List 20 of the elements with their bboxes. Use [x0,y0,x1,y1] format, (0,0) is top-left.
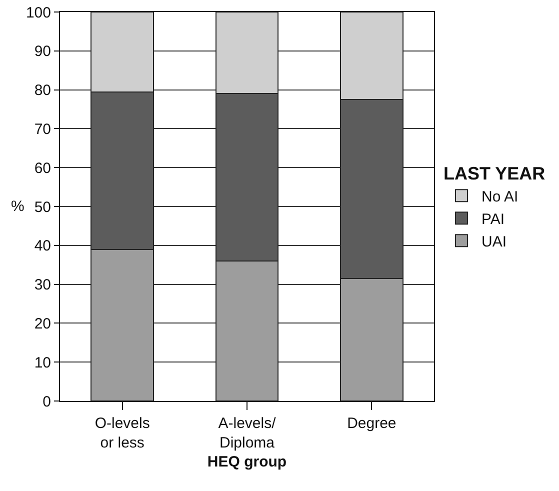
x-tick-label: A-levels/ Diploma [218,415,277,452]
y-tick-label: 50 [34,198,51,216]
y-tick-label: 40 [34,238,51,255]
y-tick-label: 70 [34,120,51,138]
y-tick-label: 90 [34,43,51,60]
legend-label: PAI [481,211,505,228]
legend-title: LAST YEAR [443,163,546,184]
y-tick-label: 100 [26,4,51,22]
y-tick-label: 20 [34,315,51,332]
y-tick-label: 80 [34,82,51,100]
x-tick-label: O-levels or less [94,415,150,452]
y-axis-title: % [11,198,24,215]
y-tick-label: 0 [42,393,51,410]
legend-label: UAI [481,234,506,250]
y-tick-label: 30 [34,276,51,294]
x-axis-title: HEQ group [207,454,287,470]
y-tick-label: 10 [34,354,51,372]
legend-label: No AI [481,188,518,206]
x-tick-label: Degree [347,415,396,432]
y-tick-label: 60 [34,160,51,177]
